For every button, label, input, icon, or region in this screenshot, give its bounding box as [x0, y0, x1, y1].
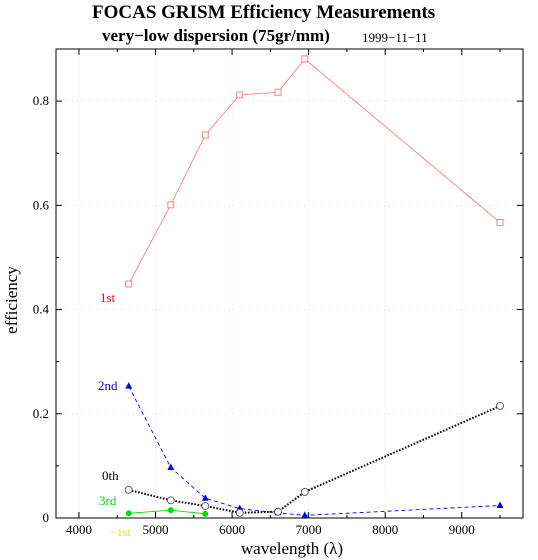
data-point-2nd — [301, 511, 309, 518]
data-point-0th — [300, 487, 309, 496]
data-point-1st — [301, 55, 309, 63]
data-point-3rd — [202, 510, 209, 517]
y-tick-label: 0.4 — [33, 302, 50, 317]
series-3rd — [125, 507, 209, 517]
x-tick-label: 5000 — [143, 522, 169, 537]
x-tick-label: 4000 — [66, 522, 92, 537]
chart-date: 1999−11−11 — [362, 30, 428, 45]
data-point-2nd — [125, 382, 133, 389]
series-2nd — [125, 382, 504, 518]
data-point-2nd — [496, 501, 504, 508]
data-point-1st — [274, 88, 282, 96]
y-tick-label: 0.6 — [33, 197, 50, 212]
data-point-2nd — [201, 494, 209, 501]
series-label-1st: −1st — [110, 525, 131, 539]
chart-title: FOCAS GRISM Efficiency Measurements — [92, 2, 436, 23]
series-layer: 1st 2nd 0th 3rd −1st — [98, 55, 504, 539]
series-0th — [124, 402, 504, 517]
y-axis-label: efficiency — [2, 266, 21, 334]
y-tick-label: 0.8 — [33, 93, 49, 108]
data-point-2nd — [167, 463, 175, 470]
series-label-0th: 0th — [102, 468, 119, 483]
series-label-1st: 1st — [100, 290, 116, 305]
y-tick-label: 0.2 — [33, 406, 49, 421]
data-point-1st — [236, 91, 244, 99]
data-point-0th — [201, 502, 210, 510]
series-1st — [125, 55, 504, 288]
series-line-1st — [128, 58, 501, 285]
data-point-3rd — [167, 507, 174, 514]
x-tick-label: 8000 — [372, 522, 398, 537]
data-point-0th — [124, 485, 133, 494]
series-line-0th — [128, 405, 501, 514]
series-line-2nd — [128, 385, 501, 516]
x-tick-label: 6000 — [219, 522, 245, 537]
data-point-1st — [496, 219, 504, 227]
x-axis-label: wavelength (λ) — [241, 539, 343, 558]
y-tick-label: 0 — [43, 510, 50, 525]
data-point-1st — [201, 131, 209, 139]
chart-subtitle: very−low dispersion (75gr/mm) — [102, 26, 330, 45]
data-point-0th — [274, 507, 282, 516]
series-label-3rd: 3rd — [99, 493, 117, 508]
data-point-3rd — [125, 510, 132, 517]
data-point-0th — [496, 402, 504, 410]
plot-frame — [55, 48, 524, 519]
series-line-3rd — [128, 509, 206, 515]
series-label-2nd: 2nd — [98, 378, 118, 393]
data-point-0th — [235, 508, 244, 517]
x-tick-label: 7000 — [296, 522, 322, 537]
data-point-1st — [167, 201, 175, 209]
x-tick-label: 9000 — [449, 522, 475, 537]
axis-ticks: 4000 5000 6000 7000 8000 9000 0 0.2 0.4 0.6 0.8 — [33, 48, 523, 537]
data-point-0th — [166, 496, 175, 505]
data-point-1st — [125, 280, 133, 288]
